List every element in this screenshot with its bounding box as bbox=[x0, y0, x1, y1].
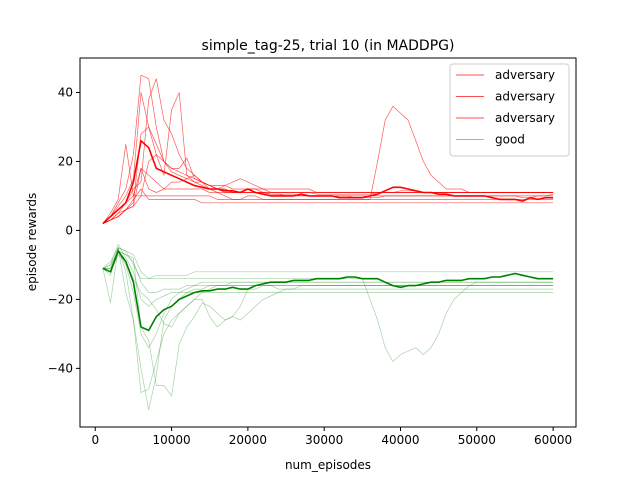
adversary-run-8-line bbox=[102, 188, 554, 224]
legend-label: adversary bbox=[495, 111, 555, 125]
y-tick-label: 20 bbox=[58, 154, 73, 168]
legend-label: adversary bbox=[495, 90, 555, 104]
good-run-18-line bbox=[102, 250, 554, 349]
good-run-16-line bbox=[102, 250, 554, 293]
x-axis-title: num_episodes bbox=[285, 458, 371, 472]
adversary-run-6-line bbox=[102, 195, 554, 224]
legend-label: good bbox=[495, 133, 525, 147]
good-run-13-line bbox=[102, 250, 554, 397]
y-axis-ticks: −40 −20 0 20 40 bbox=[48, 85, 80, 375]
adversary-mean-line bbox=[102, 140, 554, 225]
x-axis-ticks: 0 10000 20000 30000 40000 50000 60000 bbox=[91, 427, 572, 447]
y-tick-label: 40 bbox=[58, 85, 73, 99]
plot-frame bbox=[79, 57, 577, 428]
x-tick-label: 20000 bbox=[229, 433, 267, 447]
legend-box bbox=[449, 63, 570, 157]
good-mean-line bbox=[102, 250, 554, 332]
x-tick-label: 40000 bbox=[381, 433, 419, 447]
good-run-11-line bbox=[102, 247, 554, 393]
y-tick-label: 0 bbox=[65, 223, 73, 237]
adversary-run-9-line bbox=[102, 168, 554, 224]
legend-label: adversary bbox=[495, 68, 555, 82]
y-tick-label: −40 bbox=[48, 361, 73, 375]
legend: adversary adversary adversary good bbox=[449, 63, 570, 157]
x-tick-label: 50000 bbox=[458, 433, 496, 447]
good-run-14-line bbox=[102, 254, 554, 328]
x-tick-label: 10000 bbox=[152, 433, 190, 447]
x-tick-label: 60000 bbox=[534, 433, 572, 447]
chart-title: simple_tag-25, trial 10 (in MADDPG) bbox=[202, 38, 455, 54]
series-group bbox=[102, 74, 554, 411]
x-tick-label: 30000 bbox=[305, 433, 343, 447]
y-axis-title: episode rewards bbox=[25, 193, 39, 292]
x-tick-label: 0 bbox=[91, 433, 99, 447]
good-run-19-line bbox=[102, 243, 554, 307]
good-run-17-line bbox=[102, 247, 554, 280]
y-tick-label: −20 bbox=[48, 292, 73, 306]
